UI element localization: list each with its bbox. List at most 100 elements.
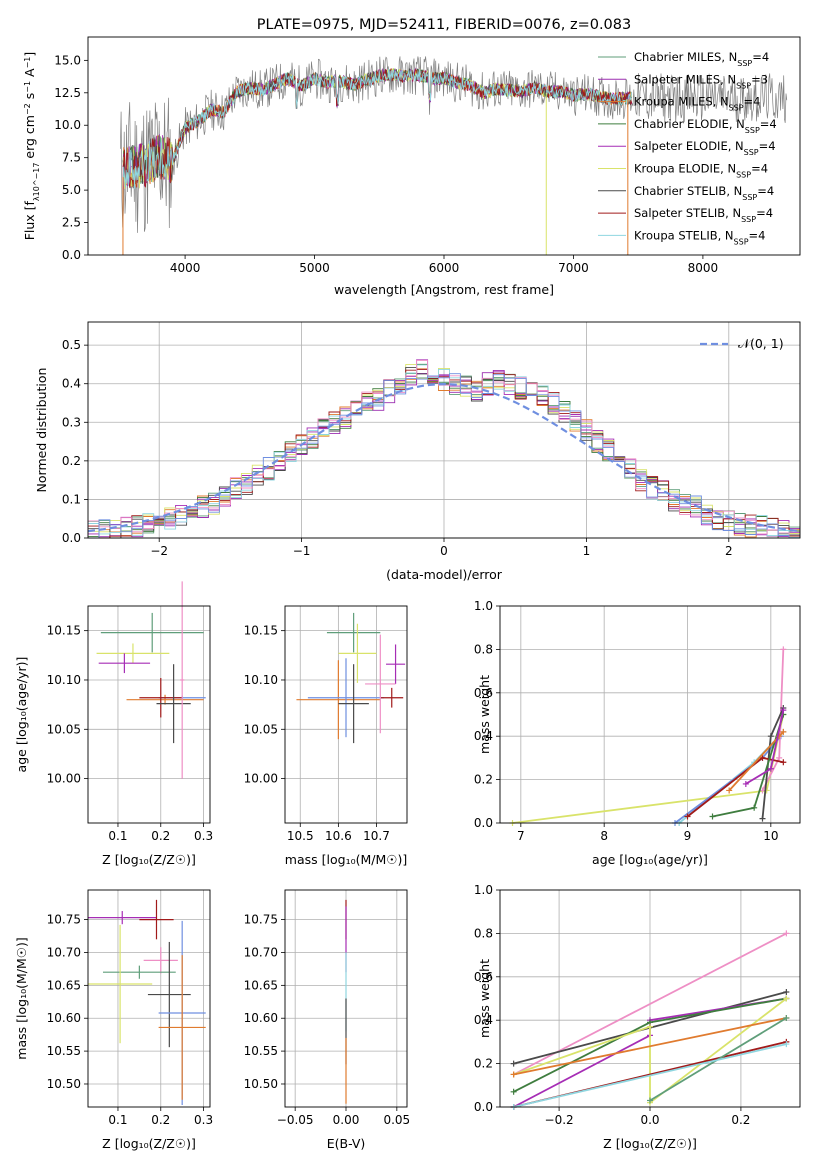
series-0 — [512, 714, 785, 824]
series-marker — [510, 1071, 517, 1078]
x-tick-label: −0.2 — [545, 1113, 574, 1127]
x-tick-label: 0.00 — [333, 1113, 360, 1127]
x-tick-label: 1 — [583, 544, 591, 558]
x-tick-label: 0.3 — [194, 829, 213, 843]
series-marker — [759, 754, 766, 761]
y-tick-label: 10.00 — [244, 772, 278, 786]
series-marker — [510, 1060, 517, 1067]
x-tick-label: 0.05 — [383, 1113, 410, 1127]
normal-curve — [87, 382, 801, 533]
x-tick-label: 4000 — [170, 261, 201, 275]
y-axis-label: mass weight — [477, 959, 492, 1038]
x-axis-label: Z [log₁₀(Z/Z☉)] — [102, 1136, 196, 1151]
y-tick-label: 10.65 — [47, 978, 81, 992]
y-tick-label: 10.05 — [244, 722, 278, 736]
x-tick-label: −1 — [293, 544, 311, 558]
series-5 — [513, 1017, 787, 1076]
y-tick-label: 10.55 — [244, 1044, 278, 1058]
axes-frame — [87, 36, 801, 256]
model-spectrum-0 — [122, 69, 632, 187]
x-tick-label: 10.7 — [363, 829, 390, 843]
y-tick-label: 7.5 — [62, 151, 81, 165]
series-marker — [647, 1023, 653, 1030]
x-tick-label: 0.0 — [640, 1113, 659, 1127]
legend-label: Salpeter MILES, NSSP=3 — [634, 72, 768, 90]
y-tick-label: 0.8 — [474, 926, 493, 940]
axes-3 — [281, 606, 407, 827]
y-tick-label: 0.2 — [474, 773, 493, 787]
legend-label: Salpeter STELIB, NSSP=4 — [634, 206, 773, 224]
series-marker — [759, 815, 766, 822]
y-tick-label: 10.15 — [47, 624, 81, 638]
y-tick-label: 10.75 — [47, 913, 81, 927]
x-tick-label: 0.2 — [151, 1113, 170, 1127]
x-axis-label: Z [log₁₀(Z/Z☉)] — [102, 852, 196, 867]
series-5 — [686, 756, 784, 818]
x-tick-label: 2 — [725, 544, 733, 558]
x-tick-label: 8 — [600, 829, 608, 843]
series-marker — [709, 813, 716, 820]
y-axis-label: Normed distribution — [34, 368, 49, 493]
x-tick-label: 0.2 — [151, 829, 170, 843]
model-spectrum-7 — [122, 68, 633, 189]
series-marker — [783, 930, 790, 937]
y-tick-label: 0.1 — [62, 492, 81, 506]
axes-frame — [284, 889, 408, 1108]
legend-label: Kroupa STELIB, NSSP=4 — [634, 228, 765, 246]
x-tick-label: 0.3 — [194, 1113, 213, 1127]
y-tick-label: 1.0 — [474, 883, 493, 897]
y-tick-label: 10.10 — [47, 673, 81, 687]
series-marker — [783, 995, 790, 1002]
y-tick-label: 10.70 — [47, 945, 81, 959]
x-tick-label: 10.5 — [287, 829, 314, 843]
series-marker — [776, 754, 783, 761]
y-tick-label: 0.0 — [62, 531, 81, 545]
x-tick-label: 10 — [763, 829, 778, 843]
legend-label: Chabrier MILES, NSSP=4 — [634, 50, 769, 68]
model-spectrum-8 — [122, 68, 633, 191]
axes-frame — [499, 889, 801, 1108]
axes-frame — [87, 321, 801, 539]
axes-4 — [496, 605, 800, 827]
x-tick-label: 0 — [440, 544, 448, 558]
y-tick-label: 1.0 — [474, 599, 493, 613]
axes-frame — [87, 889, 211, 1108]
y-tick-label: 0.5 — [62, 338, 81, 352]
y-tick-label: 10.50 — [47, 1077, 81, 1091]
axes-2 — [84, 606, 210, 827]
x-tick-label: 6000 — [429, 261, 460, 275]
axes-frame — [284, 605, 408, 824]
y-tick-label: 15.0 — [54, 53, 81, 67]
y-tick-label: 12.5 — [54, 86, 81, 100]
x-tick-label: 7 — [517, 829, 525, 843]
x-axis-label: mass [log₁₀(M/M☉)] — [285, 852, 407, 867]
y-tick-label: 0.6 — [474, 686, 493, 700]
series-marker — [780, 646, 787, 653]
axes-frame — [499, 605, 801, 824]
y-tick-label: 0.4 — [62, 377, 81, 391]
x-tick-label: 9 — [684, 829, 692, 843]
x-axis-label: age [log₁₀(age/yr)] — [592, 852, 708, 867]
axes-0 — [84, 59, 704, 259]
x-tick-label: −2 — [150, 544, 168, 558]
y-tick-label: 10.50 — [244, 1077, 278, 1091]
y-tick-label: 0.2 — [62, 454, 81, 468]
y-tick-label: 0.3 — [62, 415, 81, 429]
y-tick-label: 5.0 — [62, 183, 81, 197]
y-tick-label: 10.15 — [244, 624, 278, 638]
x-tick-label: 8000 — [688, 261, 719, 275]
y-tick-label: 10.75 — [244, 913, 278, 927]
y-tick-label: 0.6 — [474, 970, 493, 984]
series-marker — [783, 988, 790, 995]
series-marker — [767, 765, 774, 772]
series-marker — [780, 728, 787, 735]
x-tick-label: 5000 — [299, 261, 330, 275]
x-tick-label: 0.1 — [108, 1113, 127, 1127]
x-axis-label: Z [log₁₀(Z/Z☉)] — [603, 1136, 697, 1151]
y-tick-label: 10.60 — [244, 1011, 278, 1025]
y-tick-label: 0.4 — [474, 729, 493, 743]
x-tick-label: 7000 — [558, 261, 589, 275]
x-axis-label: wavelength [Angstrom, rest frame] — [334, 282, 554, 297]
y-tick-label: 0.0 — [62, 248, 81, 262]
